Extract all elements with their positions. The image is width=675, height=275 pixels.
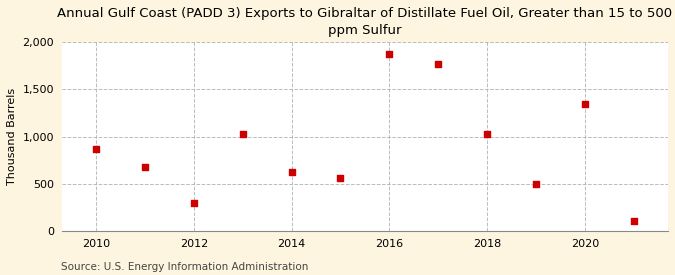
Point <box>531 182 541 186</box>
Point <box>433 61 443 66</box>
Point <box>188 201 199 205</box>
Y-axis label: Thousand Barrels: Thousand Barrels <box>7 88 17 185</box>
Point <box>580 101 591 106</box>
Title: Annual Gulf Coast (PADD 3) Exports to Gibraltar of Distillate Fuel Oil, Greater : Annual Gulf Coast (PADD 3) Exports to Gi… <box>57 7 672 37</box>
Point <box>482 132 493 137</box>
Point <box>335 176 346 180</box>
Point <box>628 219 639 223</box>
Point <box>384 52 395 56</box>
Point <box>238 132 248 137</box>
Text: Source: U.S. Energy Information Administration: Source: U.S. Energy Information Administ… <box>61 262 308 272</box>
Point <box>286 170 297 174</box>
Point <box>90 146 101 151</box>
Point <box>140 165 151 170</box>
